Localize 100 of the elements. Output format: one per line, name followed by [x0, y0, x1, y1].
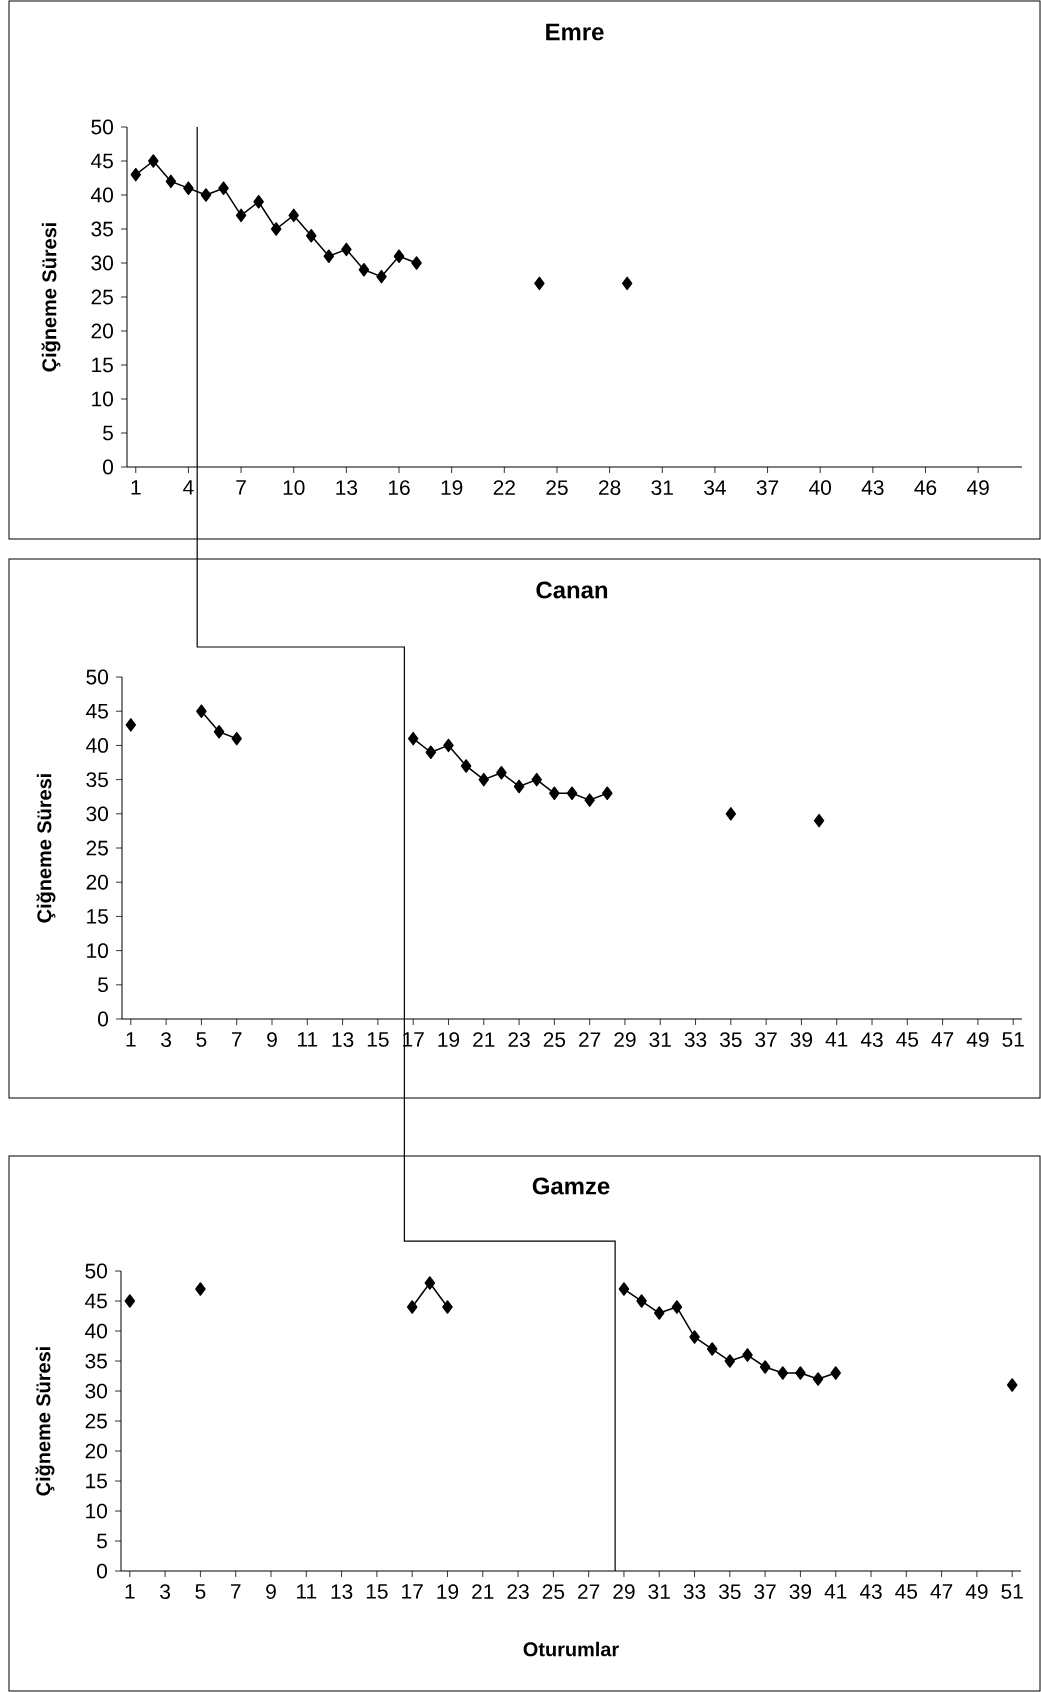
- y-tick-label: 25: [91, 289, 113, 305]
- y-tick-label: 30: [85, 1383, 107, 1399]
- x-tick-label: 45: [895, 1584, 918, 1599]
- x-tick-label: 40: [809, 480, 832, 495]
- x-tick-label: 25: [542, 1584, 565, 1600]
- y-tick-label: 40: [91, 187, 113, 203]
- x-tick-label: 25: [546, 480, 568, 495]
- x-tick-label: 43: [859, 1584, 882, 1600]
- x-tick-label: 39: [790, 1032, 813, 1048]
- x-tick-label: 15: [366, 1584, 388, 1599]
- y-tick-label: 10: [92, 391, 113, 407]
- x-tick-label: 17: [402, 1584, 423, 1599]
- x-tick-label: 7: [236, 480, 246, 495]
- x-tick-label: 4: [183, 480, 194, 495]
- y-tick-label: 50: [85, 1263, 107, 1279]
- y-tick-label: 30: [86, 806, 108, 822]
- chart-title: Canan: [536, 581, 608, 599]
- x-tick-label: 11: [297, 1584, 317, 1599]
- x-tick-label: 31: [649, 1032, 671, 1048]
- x-tick-label: 43: [861, 480, 884, 495]
- y-tick-label: 10: [86, 1503, 107, 1519]
- x-tick-label: 1: [131, 480, 141, 495]
- y-axis-title: Çiğneme Süresi: [41, 223, 61, 372]
- x-tick-label: 51: [1001, 1584, 1023, 1599]
- x-tick-label: 28: [599, 480, 621, 495]
- y-tick-label: 0: [98, 1011, 108, 1027]
- x-tick-label: 5: [196, 1032, 207, 1047]
- y-tick-label: 45: [91, 153, 113, 169]
- x-tick-label: 31: [648, 1584, 670, 1600]
- x-tick-label: 49: [966, 480, 989, 495]
- x-tick-label: 27: [578, 1584, 600, 1599]
- y-tick-label: 45: [85, 1293, 107, 1309]
- chart-title: Emre: [546, 23, 604, 41]
- x-tick-label: 35: [720, 1032, 742, 1048]
- y-tick-label: 45: [86, 703, 108, 719]
- y-tick-label: 15: [87, 909, 108, 924]
- x-tick-label: 3: [161, 1032, 172, 1048]
- x-tick-label: 29: [614, 1032, 636, 1048]
- x-tick-label: 22: [493, 480, 515, 495]
- x-tick-label: 33: [683, 1584, 706, 1600]
- x-tick-label: 45: [896, 1032, 919, 1047]
- x-tick-label: 19: [437, 1584, 459, 1600]
- x-tick-label: 49: [965, 1584, 988, 1600]
- y-tick-label: 35: [91, 221, 113, 237]
- y-tick-label: 25: [86, 840, 108, 856]
- y-tick-label: 25: [85, 1413, 107, 1429]
- x-tick-label: 13: [331, 1584, 353, 1600]
- y-tick-label: 40: [86, 738, 108, 753]
- x-tick-label: 21: [472, 1584, 494, 1599]
- x-tick-label: 13: [332, 1032, 354, 1048]
- y-tick-label: 20: [91, 323, 113, 339]
- x-tick-label: 47: [931, 1032, 954, 1047]
- x-tick-label: 33: [684, 1032, 707, 1048]
- x-tick-label: 25: [543, 1032, 566, 1048]
- y-tick-label: 20: [85, 1443, 107, 1459]
- x-tick-label: 3: [160, 1584, 171, 1600]
- x-tick-label: 41: [825, 1032, 848, 1047]
- x-tick-label: 9: [266, 1584, 276, 1600]
- x-tick-label: 21: [473, 1032, 495, 1047]
- x-tick-label: 23: [507, 1584, 529, 1600]
- x-tick-label: 29: [613, 1584, 635, 1600]
- x-tick-label: 16: [388, 480, 410, 495]
- x-tick-label: 23: [508, 1032, 530, 1048]
- x-tick-label: 41: [824, 1584, 847, 1599]
- x-tick-label: 13: [336, 480, 358, 495]
- y-tick-label: 15: [86, 1473, 107, 1489]
- x-tick-label: 37: [754, 1584, 776, 1600]
- x-tick-label: 34: [704, 480, 726, 495]
- y-axis-title: Çiğneme Süresi: [35, 1347, 55, 1496]
- y-tick-label: 35: [85, 1353, 107, 1369]
- x-tick-label: 37: [756, 480, 779, 495]
- x-tick-label: 37: [755, 1032, 777, 1048]
- y-tick-label: 40: [85, 1323, 107, 1339]
- x-tick-label: 15: [367, 1032, 389, 1047]
- x-tick-label: 11: [298, 1032, 318, 1047]
- x-tick-label: 31: [651, 480, 673, 495]
- x-tick-label: 49: [966, 1032, 989, 1048]
- x-tick-label: 1: [126, 1032, 136, 1047]
- x-tick-label: 7: [231, 1032, 242, 1047]
- x-tick-label: 5: [195, 1584, 206, 1599]
- y-tick-label: 20: [86, 874, 108, 890]
- y-tick-label: 0: [103, 459, 113, 475]
- y-tick-label: 5: [97, 1533, 107, 1549]
- y-tick-label: 0: [97, 1563, 107, 1579]
- y-tick-label: 50: [91, 119, 113, 135]
- y-tick-label: 5: [103, 425, 113, 441]
- y-tick-label: 35: [86, 772, 108, 788]
- x-tick-label: 35: [719, 1584, 741, 1600]
- x-tick-label: 10: [283, 480, 305, 495]
- x-tick-label: 1: [125, 1584, 135, 1599]
- x-axis-title: Oturumlar: [523, 1641, 619, 1657]
- x-tick-label: 39: [789, 1584, 812, 1600]
- x-tick-label: 27: [579, 1032, 601, 1047]
- y-tick-label: 10: [87, 943, 108, 959]
- x-tick-label: 7: [230, 1584, 241, 1599]
- y-tick-label: 30: [91, 255, 113, 271]
- y-axis-title: Çiğneme Süresi: [36, 774, 56, 923]
- x-tick-label: 46: [914, 480, 937, 495]
- y-tick-label: 50: [86, 669, 108, 685]
- chart-title: Gamze: [532, 1177, 610, 1195]
